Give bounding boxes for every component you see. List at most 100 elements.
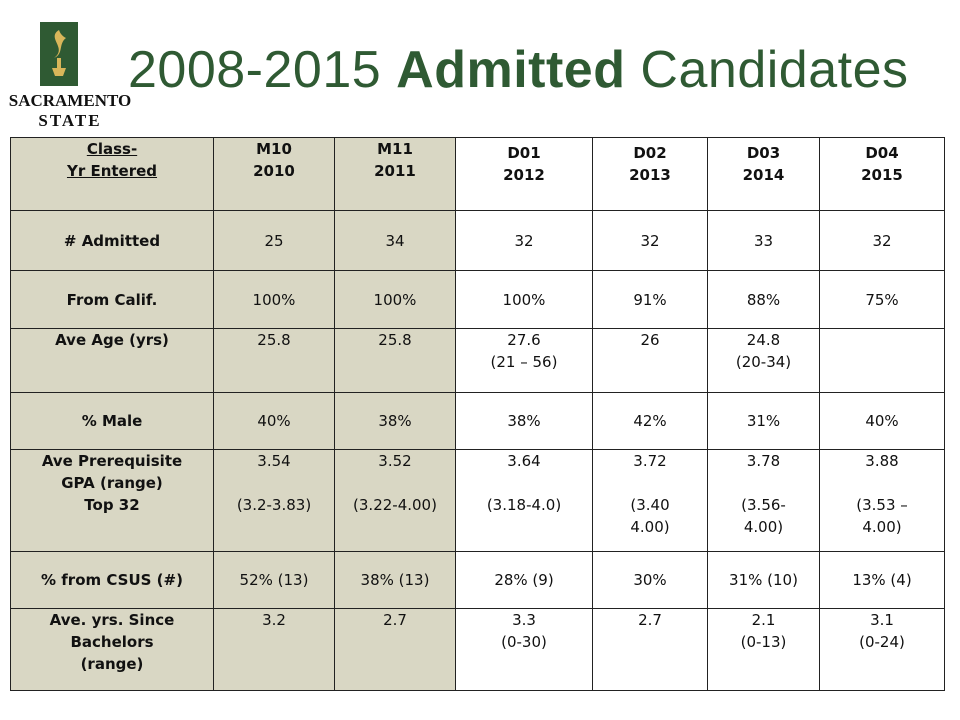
age-value: 24.8 [710,329,817,351]
header-code: D01 [458,142,590,164]
gpa-range-end: 4.00) [595,516,705,538]
gpa-d03: 3.78 (3.56- 4.00) [708,450,820,552]
age-value: 27.6 [458,329,590,351]
years-m11: 2.7 [335,609,456,691]
header-year: 2013 [595,164,705,186]
age-d03: 24.8 (20-34) [708,329,820,393]
age-d02: 26 [593,329,708,393]
age-row: Ave Age (yrs) 25.8 25.8 27.6 (21 – 56) 2… [11,329,945,393]
admitted-row: # Admitted 25 34 32 32 33 32 [11,211,945,271]
row-label-line: Top 32 [13,494,211,516]
header-year: 2012 [458,164,590,186]
header-code: D02 [595,142,705,164]
header-year: 2014 [710,164,817,186]
row-label: % from CSUS (#) [11,552,214,609]
gpa-m11: 3.52 (3.22-4.00) [335,450,456,552]
calif-d04: 75% [820,271,945,329]
csus-row: % from CSUS (#) 52% (13) 38% (13) 28% (9… [11,552,945,609]
gpa-value: 3.72 [595,450,705,472]
row-label: Ave Age (yrs) [11,329,214,393]
header-code: D03 [710,142,817,164]
admitted-m11: 34 [335,211,456,271]
header-year: 2011 [337,160,453,182]
years-value: 3.2 [216,609,332,631]
gpa-m10: 3.54 (3.2-3.83) [214,450,335,552]
male-d04: 40% [820,393,945,450]
row-label: # Admitted [11,211,214,271]
calif-row: From Calif. 100% 100% 100% 91% 88% 75% [11,271,945,329]
row-label: % Male [11,393,214,450]
years-d01: 3.3 (0-30) [456,609,593,691]
gpa-value: 3.64 [458,450,590,472]
admitted-d04: 32 [820,211,945,271]
age-range: (20-34) [710,351,817,373]
csus-m11: 38% (13) [335,552,456,609]
title-year-range: 2008-2015 [128,41,381,99]
gpa-range-end: 4.00) [710,516,817,538]
header-col-d03: D03 2014 [708,138,820,211]
male-d03: 31% [708,393,820,450]
title-bold-word: Admitted [396,41,625,99]
header-col-m10: M10 2010 [214,138,335,211]
row-label-line: (range) [13,653,211,675]
years-m10: 3.2 [214,609,335,691]
gpa-d04: 3.88 (3.53 – 4.00) [820,450,945,552]
header-label-cell: Class- Yr Entered [11,138,214,211]
years-d03: 2.1 (0-13) [708,609,820,691]
gpa-range: (3.40 [595,494,705,516]
age-value: 25.8 [216,329,332,351]
gpa-value: 3.52 [337,450,453,472]
years-row-label: Ave. yrs. Since Bachelors (range) [11,609,214,691]
age-m10: 25.8 [214,329,335,393]
years-range: (0-24) [822,631,942,653]
admitted-d02: 32 [593,211,708,271]
years-value: 3.1 [822,609,942,631]
header-label-line2: Yr Entered [13,160,211,182]
male-row: % Male 40% 38% 38% 42% 31% 40% [11,393,945,450]
gpa-value: 3.78 [710,450,817,472]
calif-d02: 91% [593,271,708,329]
years-row: Ave. yrs. Since Bachelors (range) 3.2 2.… [11,609,945,691]
csus-d02: 30% [593,552,708,609]
csus-d01: 28% (9) [456,552,593,609]
admitted-d01: 32 [456,211,593,271]
years-range: (0-30) [458,631,590,653]
row-label-line: Ave. yrs. Since [13,609,211,631]
gpa-value: 3.88 [822,450,942,472]
calif-d01: 100% [456,271,593,329]
row-label-line: Bachelors [13,631,211,653]
age-d01: 27.6 (21 – 56) [456,329,593,393]
years-value: 3.3 [458,609,590,631]
header-col-d02: D02 2013 [593,138,708,211]
male-m10: 40% [214,393,335,450]
years-range: (0-13) [710,631,817,653]
gpa-d01: 3.64 (3.18-4.0) [456,450,593,552]
csus-m10: 52% (13) [214,552,335,609]
calif-m10: 100% [214,271,335,329]
header-col-d04: D04 2015 [820,138,945,211]
years-value: 2.1 [710,609,817,631]
age-value: 26 [595,329,705,351]
row-label-line: Ave Prerequisite [13,450,211,472]
header-col-m11: M11 2011 [335,138,456,211]
age-range: (21 – 56) [458,351,590,373]
header-year: 2010 [216,160,332,182]
age-m11: 25.8 [335,329,456,393]
calif-m11: 100% [335,271,456,329]
male-d02: 42% [593,393,708,450]
header-label-line1: Class- [13,138,211,160]
gpa-range: (3.18-4.0) [458,494,590,516]
sac-state-logo: SACRAMENTO STATE [8,14,132,136]
gpa-range: (3.22-4.00) [337,494,453,516]
header-col-d01: D01 2012 [456,138,593,211]
years-d04: 3.1 (0-24) [820,609,945,691]
admitted-candidates-table: Class- Yr Entered M10 2010 M11 2011 D01 … [10,137,945,691]
csus-d03: 31% (10) [708,552,820,609]
male-m11: 38% [335,393,456,450]
gpa-d02: 3.72 (3.40 4.00) [593,450,708,552]
years-value: 2.7 [595,609,705,631]
age-d04 [820,329,945,393]
header-year: 2015 [822,164,942,186]
gpa-range: (3.56- [710,494,817,516]
header-code: M10 [216,138,332,160]
